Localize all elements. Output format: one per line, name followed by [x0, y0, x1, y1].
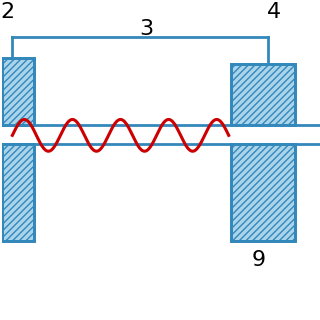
Text: 2: 2 [0, 2, 14, 22]
Bar [3, 144, 34, 241]
Bar [3, 144, 34, 241]
Bar [3, 58, 34, 125]
Text: 3: 3 [139, 19, 153, 39]
Bar [3, 58, 34, 125]
Bar [231, 64, 295, 125]
Bar [231, 64, 295, 125]
Bar [231, 144, 295, 241]
Bar [231, 144, 295, 241]
Text: 9: 9 [252, 250, 266, 270]
Text: 4: 4 [267, 2, 281, 22]
